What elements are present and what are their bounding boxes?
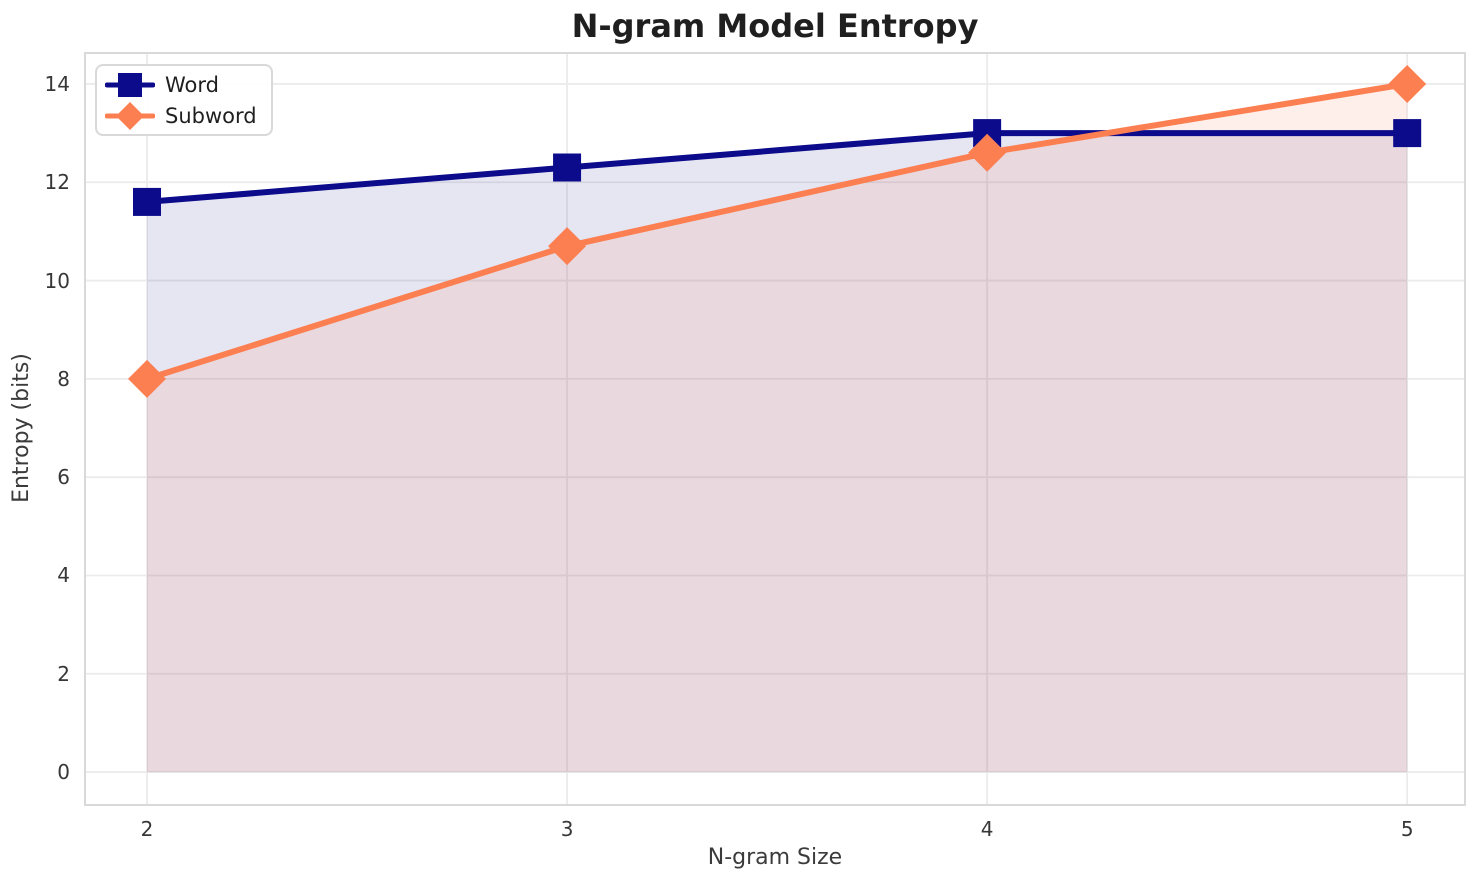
legend-label-subword: Subword	[165, 103, 257, 128]
x-tick-label: 2	[140, 817, 154, 841]
legend-item-word: Word	[105, 69, 257, 100]
subword-series-marker-icon	[105, 101, 155, 130]
y-tick-label: 14	[44, 71, 70, 96]
legend: Word Subword	[95, 64, 273, 136]
y-tick-label: 6	[57, 465, 70, 490]
y-tick-label: 12	[44, 170, 70, 195]
x-tick-label: 3	[560, 817, 574, 841]
word-series-marker-icon	[105, 72, 155, 97]
plot-canvas	[84, 52, 1466, 806]
y-tick-label: 10	[44, 268, 70, 293]
y-tick-label: 0	[57, 760, 70, 785]
x-tick-label: 4	[980, 817, 994, 841]
x-axis-label: N-gram Size	[707, 845, 843, 870]
plot-area	[84, 52, 1466, 806]
legend-label-word: Word	[165, 72, 219, 97]
chart-title: N-gram Model Entropy	[571, 7, 979, 45]
x-tick-label: 5	[1400, 817, 1414, 841]
y-tick-label: 2	[57, 661, 70, 686]
legend-item-subword: Subword	[105, 100, 257, 131]
y-tick-label: 8	[57, 366, 70, 391]
y-tick-label: 4	[57, 563, 70, 588]
y-axis-label: Entropy (bits)	[9, 353, 34, 503]
